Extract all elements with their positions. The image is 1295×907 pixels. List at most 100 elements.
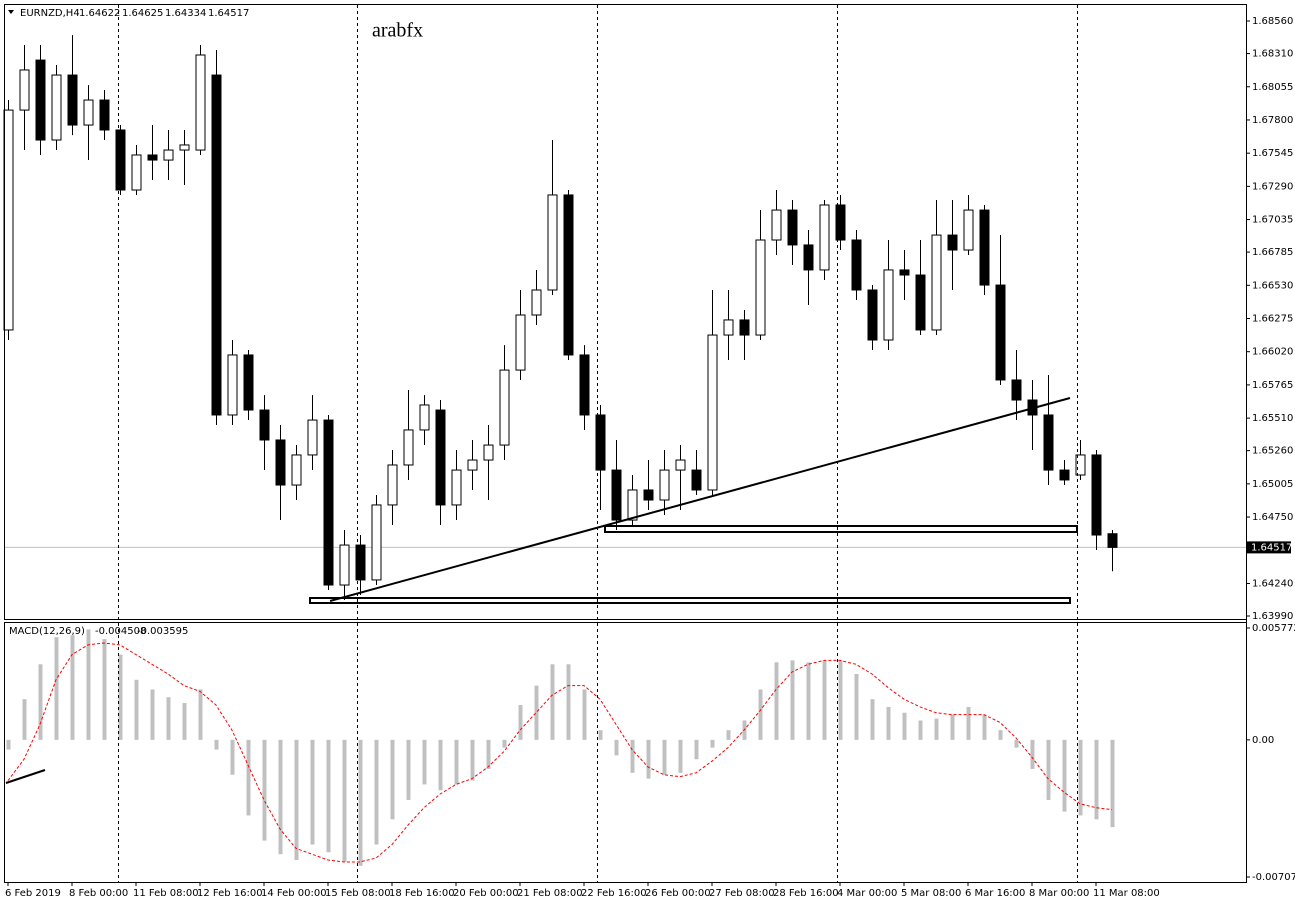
candle-body xyxy=(179,144,190,151)
y-tick-label: 0.005772 xyxy=(1252,623,1295,634)
candle-body xyxy=(163,149,174,161)
candle-body xyxy=(579,354,590,416)
macd-bar xyxy=(470,739,475,781)
candle-body xyxy=(739,319,750,336)
candle-body xyxy=(627,489,638,521)
candle-body xyxy=(35,59,46,141)
y-tick-label: 1.68310 xyxy=(1252,49,1293,60)
macd-bar xyxy=(262,739,267,841)
candle-body xyxy=(147,154,158,161)
menu-arrow xyxy=(8,10,14,14)
macd-bar xyxy=(710,739,715,748)
signal-line xyxy=(7,642,1113,863)
macd-bar xyxy=(150,689,155,740)
macd-bar xyxy=(598,730,603,740)
candle-body xyxy=(1043,414,1054,471)
candle-body xyxy=(3,109,14,331)
macd-bar xyxy=(102,639,107,740)
candle-body xyxy=(563,194,574,356)
macd-bar xyxy=(134,679,139,740)
candle-body xyxy=(1011,379,1022,401)
candle-body xyxy=(195,54,206,151)
y-tick-label: 0.00 xyxy=(1252,735,1274,746)
macd-bar xyxy=(230,739,235,775)
y-tick-label: 1.65005 xyxy=(1252,479,1293,490)
candle-body xyxy=(547,194,558,291)
macd-bar xyxy=(118,654,123,740)
candle-body xyxy=(515,314,526,371)
macd-bar xyxy=(1014,739,1019,748)
x-tick-label: 8 Mar 00:00 xyxy=(1029,888,1089,899)
macd-bar xyxy=(326,739,331,853)
candle-body xyxy=(867,289,878,341)
x-tick-label: 27 Feb 08:00 xyxy=(709,888,775,899)
macd-bar xyxy=(774,662,779,740)
indicator-value: -0.003595 xyxy=(137,626,188,637)
macd-bar xyxy=(342,739,347,862)
macd-bar xyxy=(934,718,939,740)
candle-body xyxy=(963,209,974,251)
macd-bar xyxy=(694,739,699,760)
candle-body xyxy=(67,74,78,126)
macd-bar xyxy=(614,739,619,756)
macd-bar xyxy=(854,673,859,740)
candle-body xyxy=(995,284,1006,381)
macd-bar xyxy=(886,706,891,740)
macd-bar xyxy=(726,730,731,740)
macd-bar xyxy=(86,629,91,740)
x-tick-label: 8 Feb 00:00 xyxy=(69,888,128,899)
candle-body xyxy=(227,354,238,416)
candle-body xyxy=(819,204,830,271)
macd-bar xyxy=(838,660,843,740)
drawings xyxy=(5,397,1078,784)
macd-bar xyxy=(22,699,27,740)
macd-bar xyxy=(502,739,507,748)
macd-bar xyxy=(918,720,923,740)
macd-bar xyxy=(54,637,59,740)
x-tick-label: 6 Mar 16:00 xyxy=(965,888,1025,899)
header-open: 1.64622 xyxy=(79,8,120,19)
macd-bar xyxy=(1030,739,1035,769)
candle-body xyxy=(1059,469,1070,481)
candle-body xyxy=(467,459,478,471)
support-zone xyxy=(604,525,1078,533)
macd-bar xyxy=(630,739,635,773)
indicator-value: -0.004508 xyxy=(95,626,146,637)
macd-bar xyxy=(70,635,75,740)
x-tick-label: 14 Feb 00:00 xyxy=(261,888,327,899)
macd-bar xyxy=(1046,739,1051,800)
macd-bar xyxy=(374,739,379,845)
macd-bar xyxy=(406,739,411,800)
candle-body xyxy=(723,319,734,336)
candle-body xyxy=(115,129,126,191)
candle-body xyxy=(979,209,990,286)
x-tick-label: 28 Feb 16:00 xyxy=(773,888,839,899)
macd-bar xyxy=(1062,739,1067,812)
candle-body xyxy=(451,469,462,506)
candle-body xyxy=(499,369,510,446)
macd-bar xyxy=(550,664,555,740)
macd-bar xyxy=(518,704,523,740)
x-tick-label: 22 Feb 16:00 xyxy=(581,888,647,899)
y-tick-label: 1.65260 xyxy=(1252,446,1293,457)
y-tick-label: 1.67800 xyxy=(1252,115,1293,126)
candle-body xyxy=(291,454,302,486)
candle-body xyxy=(851,239,862,291)
candle-body xyxy=(99,99,110,131)
candle-body xyxy=(771,209,782,241)
candle-body xyxy=(387,464,398,506)
header-close: 1.64517 xyxy=(208,8,249,19)
x-tick-label: 5 Mar 08:00 xyxy=(901,888,961,899)
y-tick-label: 1.66785 xyxy=(1252,247,1293,258)
macd-bar xyxy=(582,689,587,740)
current-price-label: 1.64517 xyxy=(1251,542,1292,553)
candle-body xyxy=(355,544,366,581)
candle-body xyxy=(1091,454,1102,536)
macd-bar xyxy=(966,706,971,740)
candle-body xyxy=(243,354,254,411)
y-tick-label: 1.65765 xyxy=(1252,380,1293,391)
candle-body xyxy=(531,289,542,316)
macd-bar xyxy=(646,739,651,779)
macd-bar xyxy=(486,739,491,769)
candle-body xyxy=(51,74,62,141)
